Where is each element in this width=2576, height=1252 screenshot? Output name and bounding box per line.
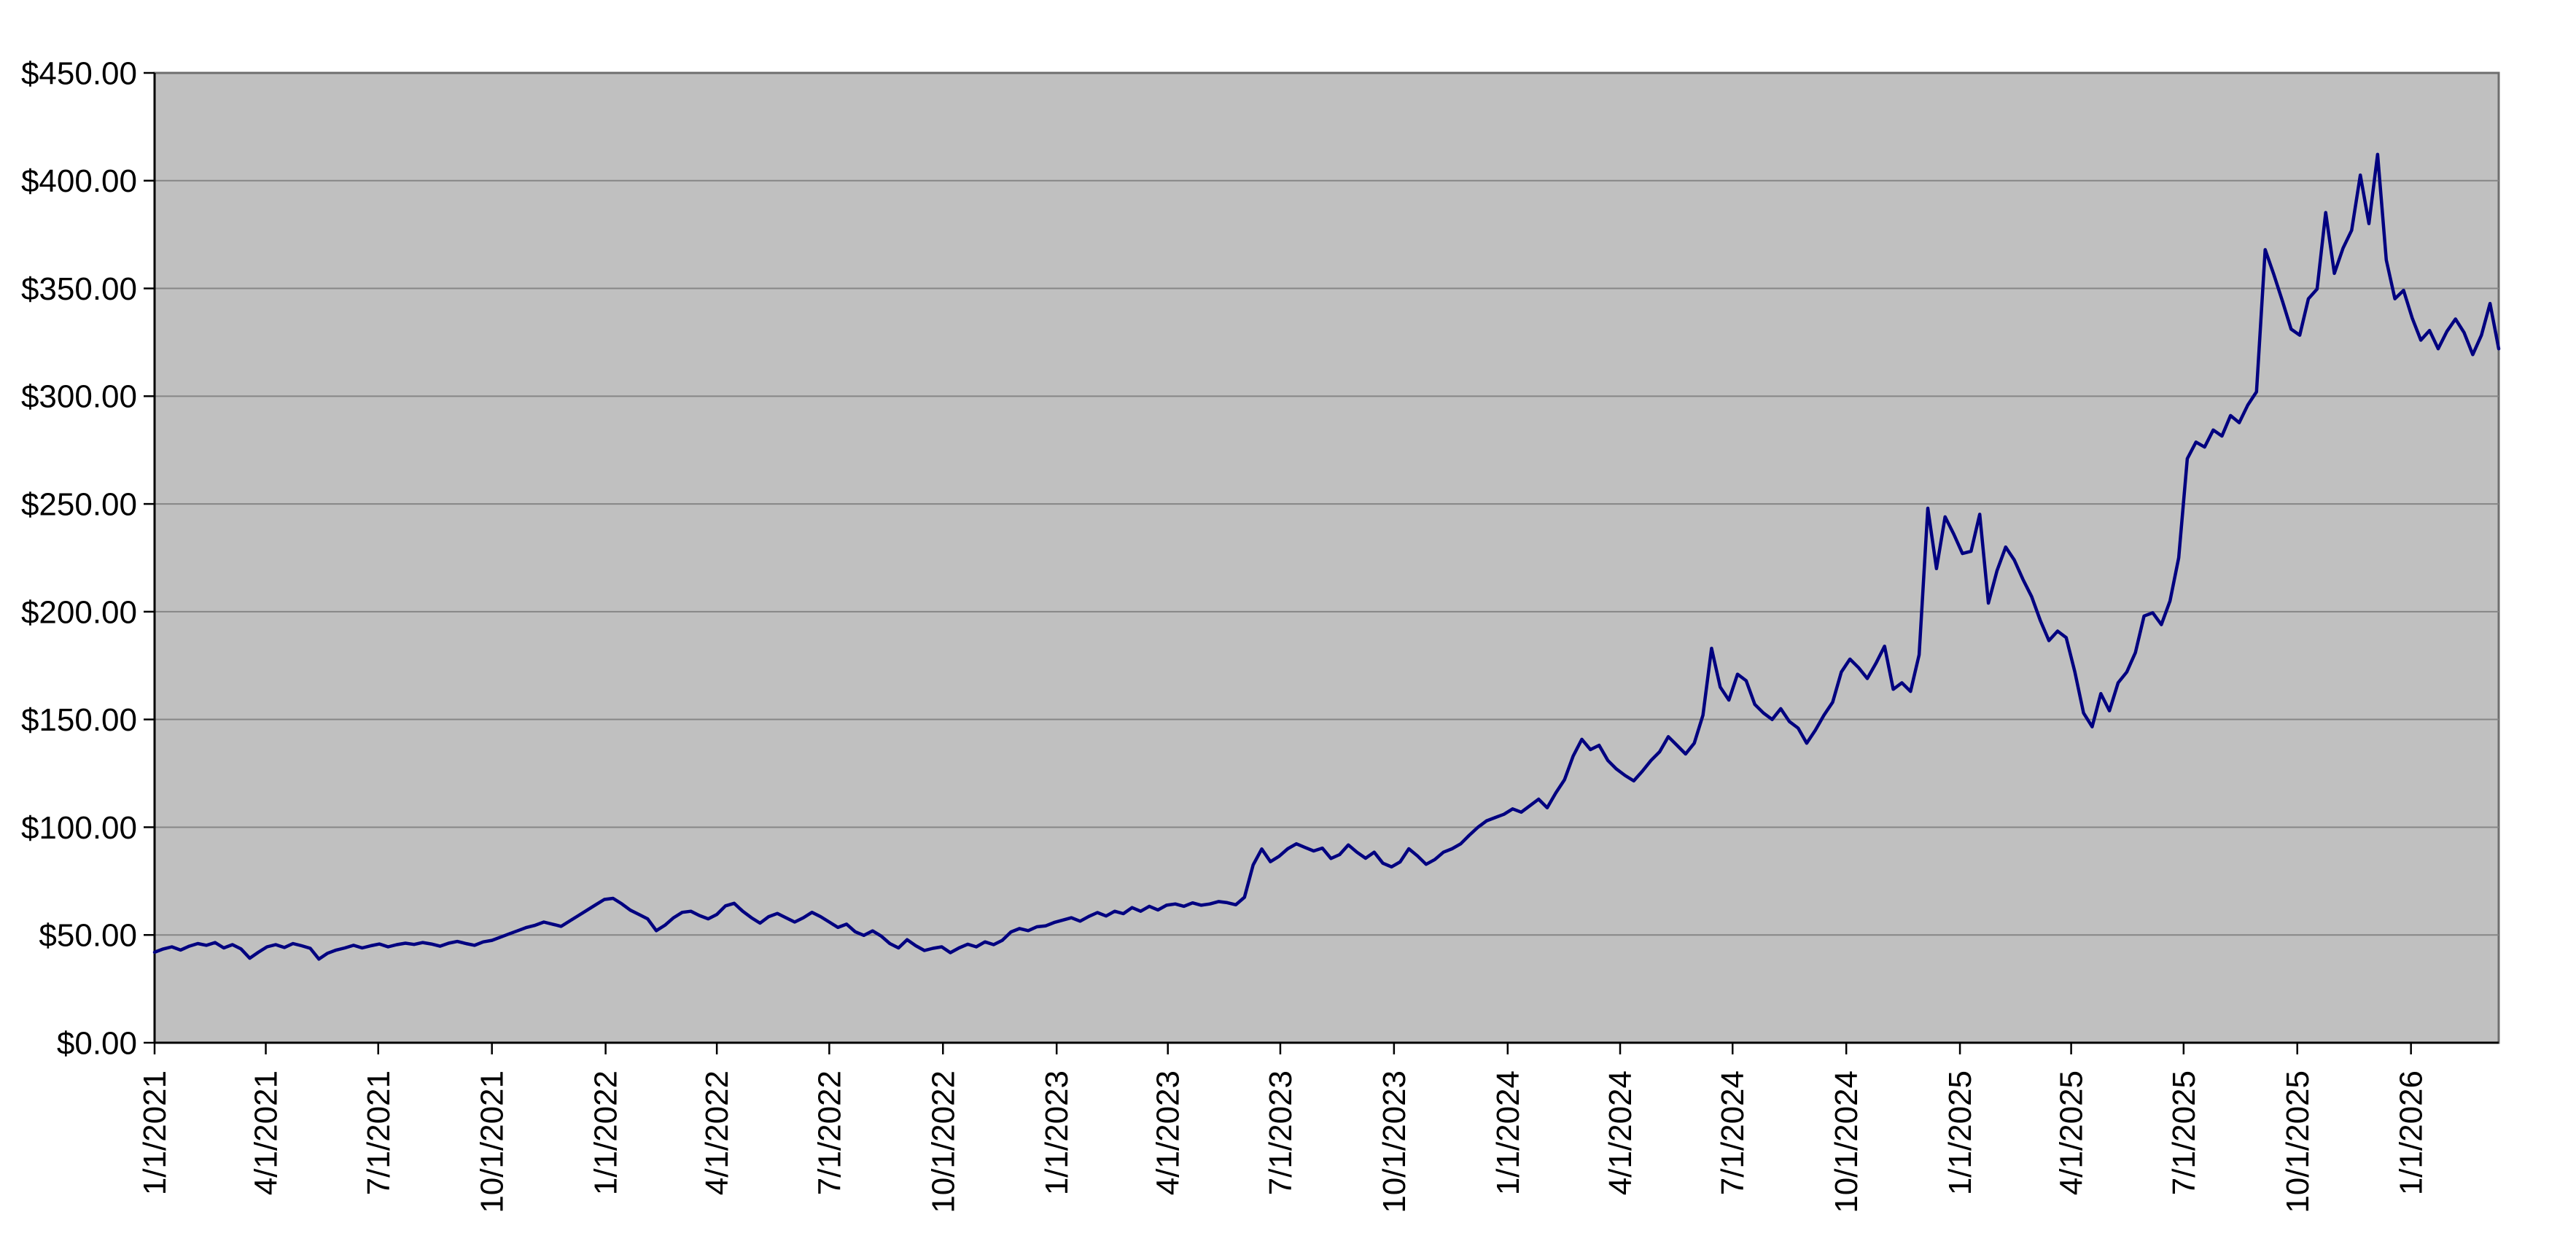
y-axis-tick-label: $0.00 bbox=[57, 1025, 137, 1061]
x-axis-tick-label: 10/1/2024 bbox=[1829, 1070, 1864, 1213]
y-axis-tick-label: $400.00 bbox=[21, 163, 137, 199]
x-axis-tick-label: 1/1/2022 bbox=[588, 1070, 624, 1195]
x-axis-tick-label: 7/1/2024 bbox=[1715, 1070, 1751, 1195]
x-axis-tick-label: 7/1/2021 bbox=[361, 1070, 397, 1195]
x-axis-tick-label: 10/1/2023 bbox=[1377, 1070, 1412, 1213]
y-axis-tick-label: $50.00 bbox=[39, 918, 137, 954]
x-axis-tick-label: 1/1/2026 bbox=[2394, 1070, 2429, 1195]
y-axis-tick-label: $300.00 bbox=[21, 379, 137, 415]
price-series-line bbox=[152, 152, 2501, 961]
y-axis-tick-label: $100.00 bbox=[21, 810, 137, 846]
x-axis-tick-label: 4/1/2022 bbox=[699, 1070, 735, 1195]
x-axis-tick-label: 7/1/2022 bbox=[812, 1070, 847, 1195]
x-axis-tick-label: 10/1/2025 bbox=[2280, 1070, 2316, 1213]
x-axis-tick-label: 1/1/2024 bbox=[1490, 1070, 1526, 1195]
x-axis-tick-label: 10/1/2022 bbox=[925, 1070, 961, 1213]
x-axis-tick-label: 4/1/2024 bbox=[1603, 1070, 1638, 1195]
x-axis-tick-label: 1/1/2021 bbox=[137, 1070, 173, 1195]
x-axis-tick-label: 10/1/2021 bbox=[475, 1070, 510, 1213]
x-axis-tick-label: 7/1/2023 bbox=[1263, 1070, 1299, 1195]
y-axis-tick-label: $200.00 bbox=[21, 594, 137, 630]
x-axis-tick-label: 4/1/2021 bbox=[249, 1070, 284, 1195]
plot-area bbox=[153, 71, 2500, 1044]
x-axis-tick-label: 7/1/2025 bbox=[2166, 1070, 2202, 1195]
y-axis-tick-label: $350.00 bbox=[21, 271, 137, 307]
x-axis-tick-label: 1/1/2025 bbox=[1942, 1070, 1978, 1195]
y-axis-tick-label: $150.00 bbox=[21, 702, 137, 738]
x-axis-tick-label: 4/1/2023 bbox=[1151, 1070, 1186, 1195]
x-axis-tick-label: 1/1/2023 bbox=[1039, 1070, 1075, 1195]
y-axis-tick-label: $250.00 bbox=[21, 487, 137, 523]
x-axis-tick-label: 4/1/2025 bbox=[2054, 1070, 2090, 1195]
y-axis-tick-label: $450.00 bbox=[21, 55, 137, 91]
